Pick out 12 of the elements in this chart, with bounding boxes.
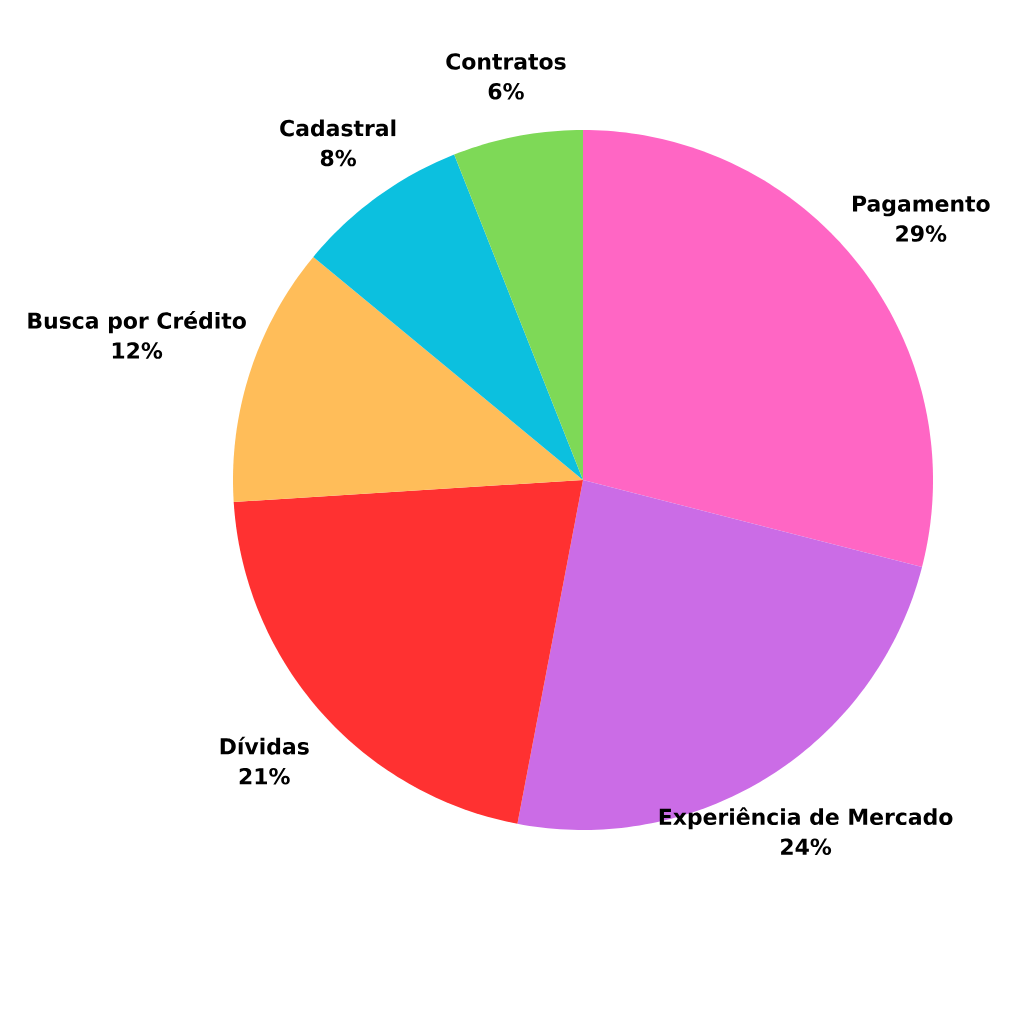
data-label: 6% bbox=[488, 83, 524, 100]
slice-label: Busca por Crédito bbox=[28, 311, 246, 334]
slice-label: Dívidas bbox=[220, 736, 309, 755]
data-label: 24% bbox=[781, 838, 832, 855]
data-label: 12% bbox=[112, 342, 163, 359]
slice-label: Experiência de Mercado bbox=[659, 807, 953, 830]
data-label: 29% bbox=[896, 225, 947, 242]
data-label: 21% bbox=[239, 767, 290, 785]
slice-label: Cadastral bbox=[280, 119, 396, 137]
slice-label: Contratos bbox=[446, 53, 566, 70]
data-label: 8% bbox=[320, 149, 356, 167]
slice-label: Pagamento bbox=[853, 195, 990, 217]
